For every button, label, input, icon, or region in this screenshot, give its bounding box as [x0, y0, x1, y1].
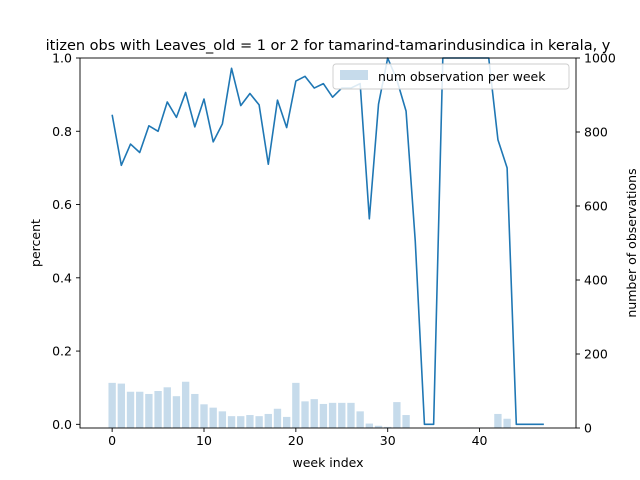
bar-week-26: [347, 402, 355, 428]
bar-week-0: [108, 382, 116, 428]
bar-week-32: [402, 415, 410, 428]
bar-week-4: [145, 393, 153, 428]
bar-week-31: [393, 402, 401, 428]
x-axis-label: week index: [292, 455, 363, 470]
bar-week-9: [191, 393, 199, 428]
y-axis-left-label: percent: [28, 219, 43, 267]
y-right-tick-label: 1000: [584, 51, 616, 66]
x-tick-label: 0: [108, 433, 116, 448]
plot-frame: [79, 57, 577, 429]
bar-week-5: [154, 391, 162, 428]
y-left-tick-label: 0.2: [52, 344, 72, 359]
bar-week-17: [264, 413, 272, 428]
legend: num observation per week: [332, 63, 570, 90]
bar-week-27: [356, 411, 364, 428]
bar-week-1: [117, 383, 126, 428]
x-tick-label: 40: [472, 433, 488, 448]
y-left-tick-label: 1.0: [52, 51, 72, 66]
y-right-tick-label: 0: [584, 421, 592, 436]
x-tick-label: 30: [380, 433, 396, 448]
y-right-tick-label: 600: [584, 199, 608, 214]
bar-week-42: [494, 413, 502, 428]
y-left-tick-label: 0.4: [52, 270, 72, 285]
y-right-tick-label: 200: [584, 347, 608, 362]
bar-week-18: [273, 408, 282, 428]
bar-week-13: [227, 416, 236, 428]
line-series: [111, 57, 544, 426]
bar-week-16: [255, 416, 263, 428]
y-right-tick-label: 800: [584, 125, 608, 140]
percent-line: [111, 57, 544, 426]
legend-swatch: [340, 70, 368, 80]
bar-week-20: [292, 382, 300, 428]
bar-week-21: [301, 401, 309, 428]
bar-week-15: [246, 415, 254, 428]
bar-week-12: [218, 411, 227, 428]
bar-week-28: [365, 423, 374, 428]
bar-week-3: [136, 391, 144, 428]
legend-box: [332, 63, 570, 90]
chart-title: itizen obs with Leaves_old = 1 or 2 for …: [46, 38, 611, 54]
bar-week-11: [209, 407, 217, 428]
bar-week-25: [338, 402, 346, 428]
bar-week-43: [503, 418, 511, 428]
bars: [108, 381, 511, 428]
bar-week-14: [237, 416, 245, 428]
bar-week-7: [172, 396, 181, 428]
bar-week-30: [384, 426, 392, 428]
y-left-tick-label: 0.6: [52, 197, 72, 212]
legend-label: num observation per week: [378, 69, 546, 84]
bar-week-24: [328, 402, 337, 428]
bar-week-23: [319, 403, 328, 428]
y-right-tick-label: 400: [584, 273, 608, 288]
bar-week-6: [163, 387, 171, 428]
y-left-tick-label: 0.0: [52, 417, 72, 432]
x-tick-label: 20: [288, 433, 304, 448]
y-axis-right-label: number of observations: [624, 168, 639, 317]
bar-week-22: [310, 399, 318, 428]
y-axis-left: 0.0 0.2 0.4 0.6 0.8 1.0: [52, 51, 80, 432]
y-axis-right: 0 200 400 600 800 1000: [576, 51, 616, 436]
bar-week-10: [200, 404, 208, 428]
bar-week-2: [126, 391, 135, 428]
x-tick-label: 10: [196, 433, 212, 448]
bar-week-29: [374, 425, 383, 428]
x-axis: 0 10 20 30 40: [108, 428, 488, 448]
y-left-tick-label: 0.8: [52, 124, 72, 139]
bar-week-8: [181, 381, 190, 428]
bar-week-19: [282, 416, 291, 428]
